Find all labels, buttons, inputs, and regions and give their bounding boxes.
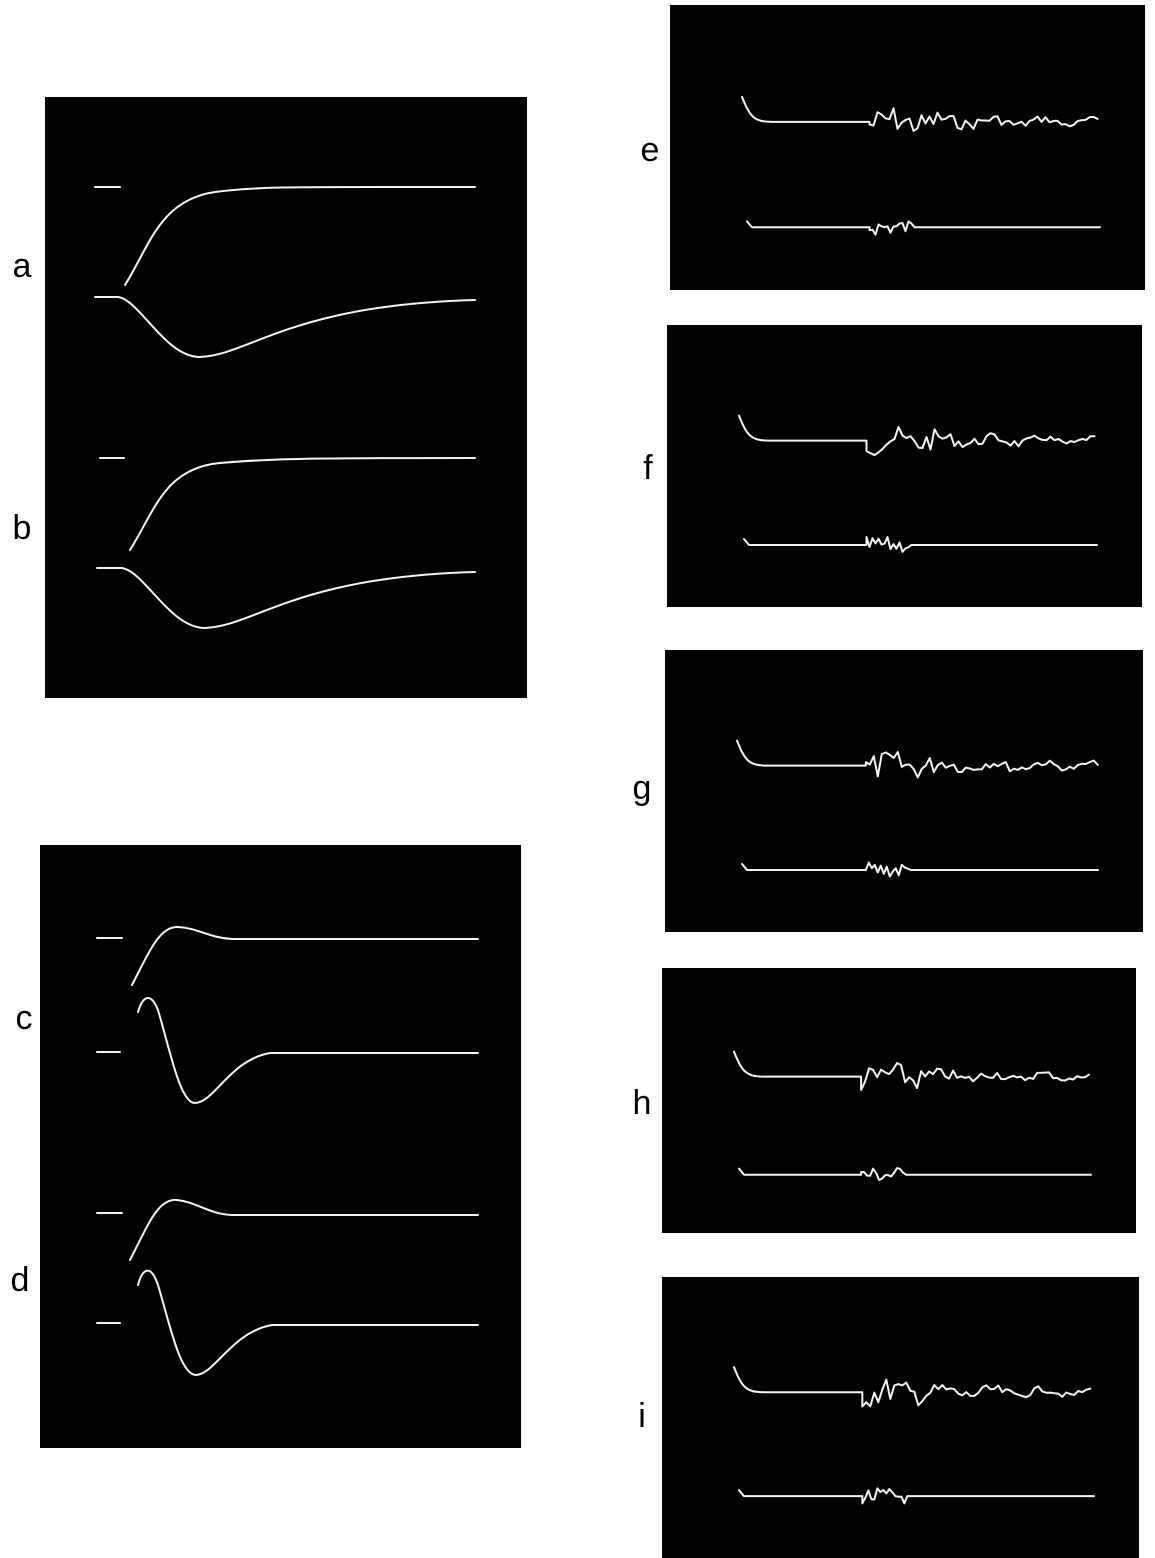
scope-panel bbox=[665, 650, 1143, 932]
page: abcdefghi (() => { const data = JSON.par… bbox=[0, 0, 1155, 1558]
panel-label: b bbox=[13, 509, 32, 547]
panel-label: a bbox=[13, 247, 32, 285]
panel-label: d bbox=[11, 1261, 30, 1299]
figure: a b c d e f g h i bbox=[0, 0, 1155, 1558]
panel-label: g bbox=[633, 769, 652, 807]
scope-panel bbox=[662, 1277, 1139, 1558]
panel-label: i bbox=[638, 1397, 646, 1435]
scope-panel bbox=[667, 325, 1142, 607]
panel-label: f bbox=[643, 449, 653, 487]
scope-panel bbox=[662, 968, 1136, 1233]
panel-label: e bbox=[641, 131, 660, 169]
scope-panel bbox=[670, 5, 1145, 290]
panel-label: h bbox=[633, 1084, 652, 1122]
panel-label: c bbox=[16, 999, 33, 1037]
scope-panel bbox=[40, 845, 521, 1448]
